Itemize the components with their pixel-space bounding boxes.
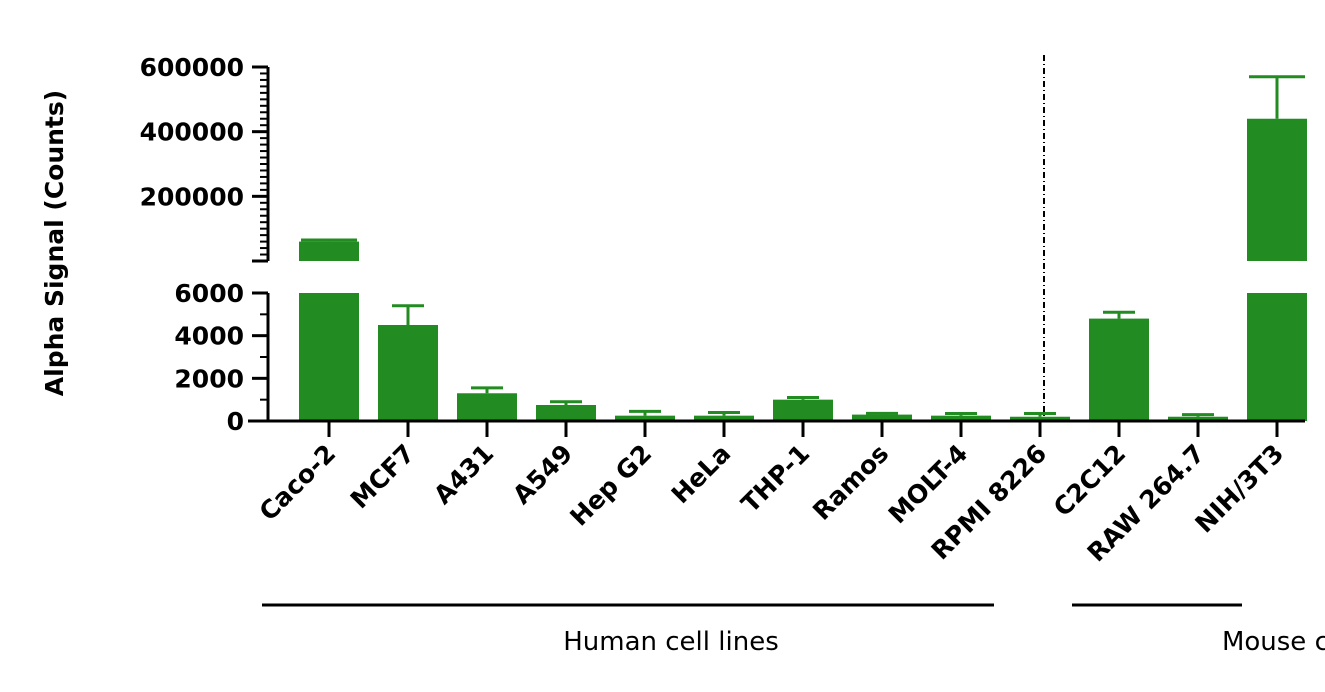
x-tick-label: Ramos [807, 439, 894, 526]
group-label: Human cell lines [563, 627, 779, 657]
x-tick-label: MCF7 [345, 439, 420, 514]
bar [852, 414, 912, 421]
x-tick-label: A431 [428, 439, 499, 510]
bar [536, 405, 596, 421]
y-tick-label: 600000 [140, 53, 244, 82]
x-tick-label: THP-1 [736, 439, 816, 519]
y-axis-label-group: Alpha Signal (Counts) [40, 90, 69, 396]
y-tick-label: 200000 [140, 182, 244, 211]
bar [1247, 293, 1307, 421]
bar [1247, 118, 1307, 261]
x-tick-label: Caco-2 [254, 439, 342, 527]
group-label: Mouse cell lines [1222, 627, 1325, 657]
y-tick-label: 4000 [174, 322, 244, 351]
x-tick-label: A549 [507, 439, 578, 510]
bar [299, 241, 359, 261]
y-tick-label: 400000 [140, 118, 244, 147]
x-tick-label: HeLa [666, 439, 736, 509]
y-axis-label: Alpha Signal (Counts) [40, 90, 69, 396]
y-tick-label: 2000 [174, 364, 244, 393]
plot-area: 0 2000 4000 6000 200000 400000 600000 Caco-2 MCF… [140, 53, 1325, 657]
bar [457, 393, 517, 421]
bar [773, 399, 833, 421]
bar [694, 415, 754, 421]
y-tick-label: 0 [227, 407, 244, 436]
bar [1168, 416, 1228, 421]
bar [1010, 416, 1070, 421]
bar [378, 325, 438, 421]
bar [299, 293, 359, 421]
bar [931, 415, 991, 421]
y-tick-label: 6000 [174, 279, 244, 308]
bar [615, 415, 675, 421]
bar [1089, 318, 1149, 421]
x-tick-label: Hep G2 [564, 439, 657, 532]
